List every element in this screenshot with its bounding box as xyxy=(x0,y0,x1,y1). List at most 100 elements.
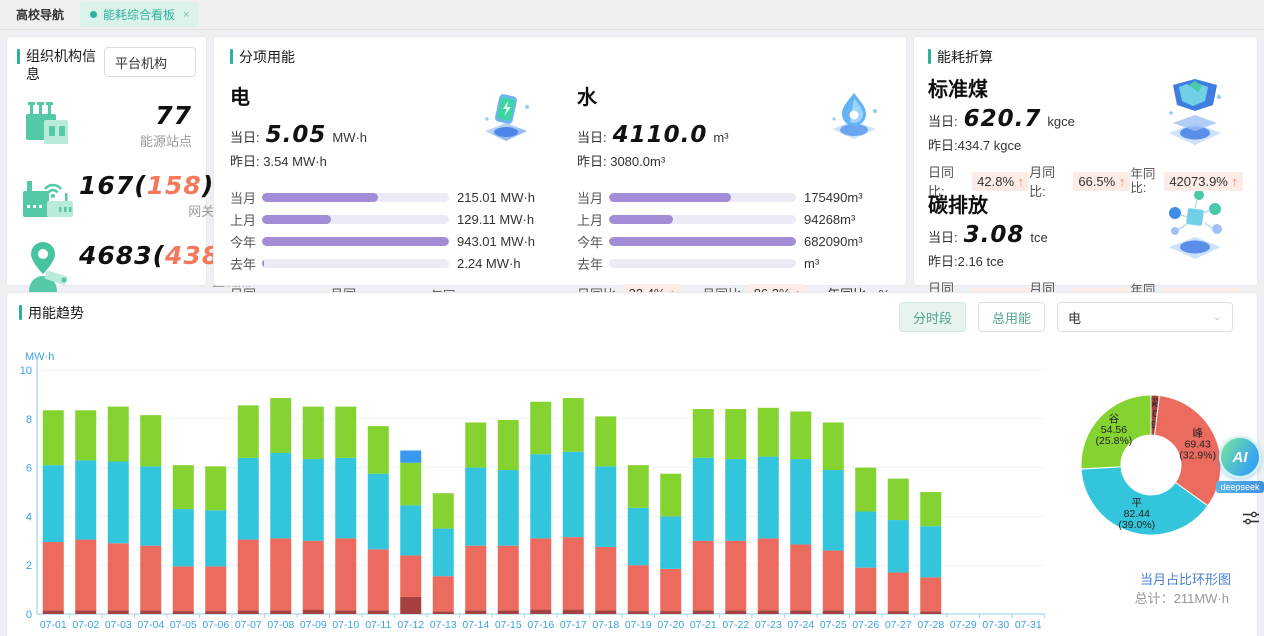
org-selector-value: 平台机构 xyxy=(115,55,168,71)
tab-energy-dashboard[interactable]: 能耗综合看板 × xyxy=(80,2,200,27)
svg-text:10: 10 xyxy=(20,365,32,377)
coal-icon xyxy=(1159,75,1231,154)
section-accent-bar xyxy=(928,49,931,64)
progress-row-last-year: 去年 2.24 MW·h xyxy=(230,255,521,272)
progress-track xyxy=(262,258,449,268)
electricity-title: 电 xyxy=(230,87,250,109)
up-arrow-icon: ↑ xyxy=(1017,173,1025,189)
trend-bar-chart[interactable]: 0 2 4 6 8 10 MW·h 07-01 07-02 07-03 07-04 07-05 07-0… xyxy=(15,348,1055,636)
svg-text:07-07: 07-07 xyxy=(235,619,262,631)
today-label: 当日: xyxy=(577,130,607,145)
svg-text:07-17: 07-17 xyxy=(560,619,587,631)
svg-text:07-20: 07-20 xyxy=(657,619,684,631)
carbon-icon xyxy=(1159,190,1231,268)
svg-text:07-08: 07-08 xyxy=(267,619,294,631)
today-unit: kgce xyxy=(1047,114,1075,129)
progress-fill xyxy=(262,192,378,202)
svg-text:07-09: 07-09 xyxy=(300,619,327,631)
top-tabbar: 高校导航 能耗综合看板 × xyxy=(0,0,1264,30)
stat-label: 能源站点 xyxy=(139,134,192,149)
org-panel-title: 组织机构信息 xyxy=(26,48,96,83)
today-unit: MW·h xyxy=(332,130,368,145)
standard-coal-section: 标准煤 当日: 620.7 kgce 昨日:434.7 kgce 日同比: 42… xyxy=(928,73,1243,199)
progress-row-this-year: 今年 682090m³ xyxy=(577,233,863,250)
svg-text:6: 6 xyxy=(26,463,32,475)
time-segment-button[interactable]: 分时段 xyxy=(898,302,966,332)
total-energy-button[interactable]: 总用能 xyxy=(977,302,1045,332)
monitor-point-icon xyxy=(17,240,79,293)
water-drop-icon xyxy=(824,89,884,150)
progress-track xyxy=(609,214,796,224)
today-unit: tce xyxy=(1030,230,1048,245)
conversion-panel-title: 能耗折算 xyxy=(937,49,993,65)
svg-text:07-31: 07-31 xyxy=(1015,619,1042,631)
today-unit: m³ xyxy=(713,130,729,145)
svg-text:07-10: 07-10 xyxy=(332,619,359,631)
svg-text:07-11: 07-11 xyxy=(365,619,391,631)
progress-track xyxy=(609,192,796,202)
stat-gateways: 167(158) 网关 xyxy=(17,169,214,223)
chart-settings-icon[interactable] xyxy=(1243,511,1259,528)
svg-text:0: 0 xyxy=(26,609,32,621)
stat-value: 4683 xyxy=(79,240,153,270)
svg-text:07-13: 07-13 xyxy=(430,619,457,631)
battery-icon xyxy=(475,89,537,152)
progress-row-current-month: 当月 175490m³ xyxy=(577,189,863,206)
svg-text:07-25: 07-25 xyxy=(820,619,847,631)
progress-fill xyxy=(262,258,264,268)
progress-track xyxy=(609,236,796,246)
yesterday-value: 昨日: 3080.0m³ xyxy=(577,154,666,169)
active-tab-dot-icon xyxy=(90,11,98,18)
svg-text:4: 4 xyxy=(26,511,32,523)
svg-text:07-30: 07-30 xyxy=(982,619,1009,631)
org-selector[interactable]: 平台机构 xyxy=(104,47,196,77)
svg-text:07-02: 07-02 xyxy=(72,619,99,631)
svg-text:07-01: 07-01 xyxy=(40,619,67,631)
sub-item-energy-panel: 分项用能 电 当日: 5 xyxy=(213,36,907,321)
month-share-link[interactable]: 当月占比环形图 xyxy=(1139,572,1231,587)
energy-panel-title: 分项用能 xyxy=(239,49,295,65)
tab-nav-home[interactable]: 高校导航 xyxy=(16,8,65,22)
energy-type-select-value: 电 xyxy=(1068,310,1082,326)
svg-text:07-29: 07-29 xyxy=(950,619,977,631)
today-value: 3.08 xyxy=(963,222,1025,248)
stat-paren-value: 158 xyxy=(146,170,202,200)
progress-track xyxy=(262,192,449,202)
today-label: 当日: xyxy=(928,114,958,129)
water-section: 水 当日: 4110.0 m³ 昨日: 3080.0 xyxy=(577,67,890,322)
today-value: 620.7 xyxy=(963,106,1042,132)
power-station-icon xyxy=(17,102,79,150)
energy-type-select[interactable]: 电 ⌄ xyxy=(1057,302,1233,332)
svg-text:07-24: 07-24 xyxy=(787,619,814,631)
svg-text:07-05: 07-05 xyxy=(170,619,197,631)
section-accent-bar xyxy=(230,49,233,64)
svg-text:07-27: 07-27 xyxy=(885,619,912,631)
close-tab-icon[interactable]: × xyxy=(183,8,190,21)
svg-text:07-18: 07-18 xyxy=(592,619,619,631)
energy-trend-panel: 用能趋势 分时段 总用能 电 ⌄ 0 2 4 6 8 10 MW·h 07-01 07-02 07… xyxy=(6,292,1264,636)
progress-fill xyxy=(609,214,673,224)
svg-text:07-21: 07-21 xyxy=(690,619,717,631)
section-accent-bar xyxy=(17,49,20,64)
svg-text:07-28: 07-28 xyxy=(917,619,944,631)
progress-row-last-month: 上月 129.11 MW·h xyxy=(230,211,535,228)
month-share-donut-chart[interactable]: 尖 4.04 (1.9%)峰 69.43 (32.9%)平 82.44 (39.0%)谷 54… xyxy=(1063,377,1239,553)
svg-text:07-22: 07-22 xyxy=(722,619,749,631)
today-value: 4110.0 xyxy=(612,122,708,148)
svg-text:07-03: 07-03 xyxy=(105,619,132,631)
svg-text:07-26: 07-26 xyxy=(852,619,879,631)
today-label: 当日: xyxy=(928,230,958,245)
progress-row-this-year: 今年 943.01 MW·h xyxy=(230,233,536,250)
up-arrow-icon: ↑ xyxy=(1118,173,1126,189)
stat-monitor-points: 4683(4383) 监测点 xyxy=(17,239,251,293)
electricity-section: 电 当日: 5.05 MW·h xyxy=(230,67,543,322)
month-total-label: 总计：211MW·h xyxy=(1134,591,1229,606)
carbon-emission-section: 碳排放 当日: 3.08 tce 昨日:2.16 tce 日同比: 42.8% … xyxy=(928,189,1243,315)
ai-assistant-button[interactable]: AI deepseek xyxy=(1213,436,1264,493)
trend-panel-title: 用能趋势 xyxy=(28,305,84,321)
stat-value: 77 xyxy=(155,100,192,130)
today-value: 5.05 xyxy=(265,122,327,148)
progress-fill xyxy=(609,236,796,246)
svg-text:8: 8 xyxy=(26,414,32,426)
water-title: 水 xyxy=(577,87,597,109)
